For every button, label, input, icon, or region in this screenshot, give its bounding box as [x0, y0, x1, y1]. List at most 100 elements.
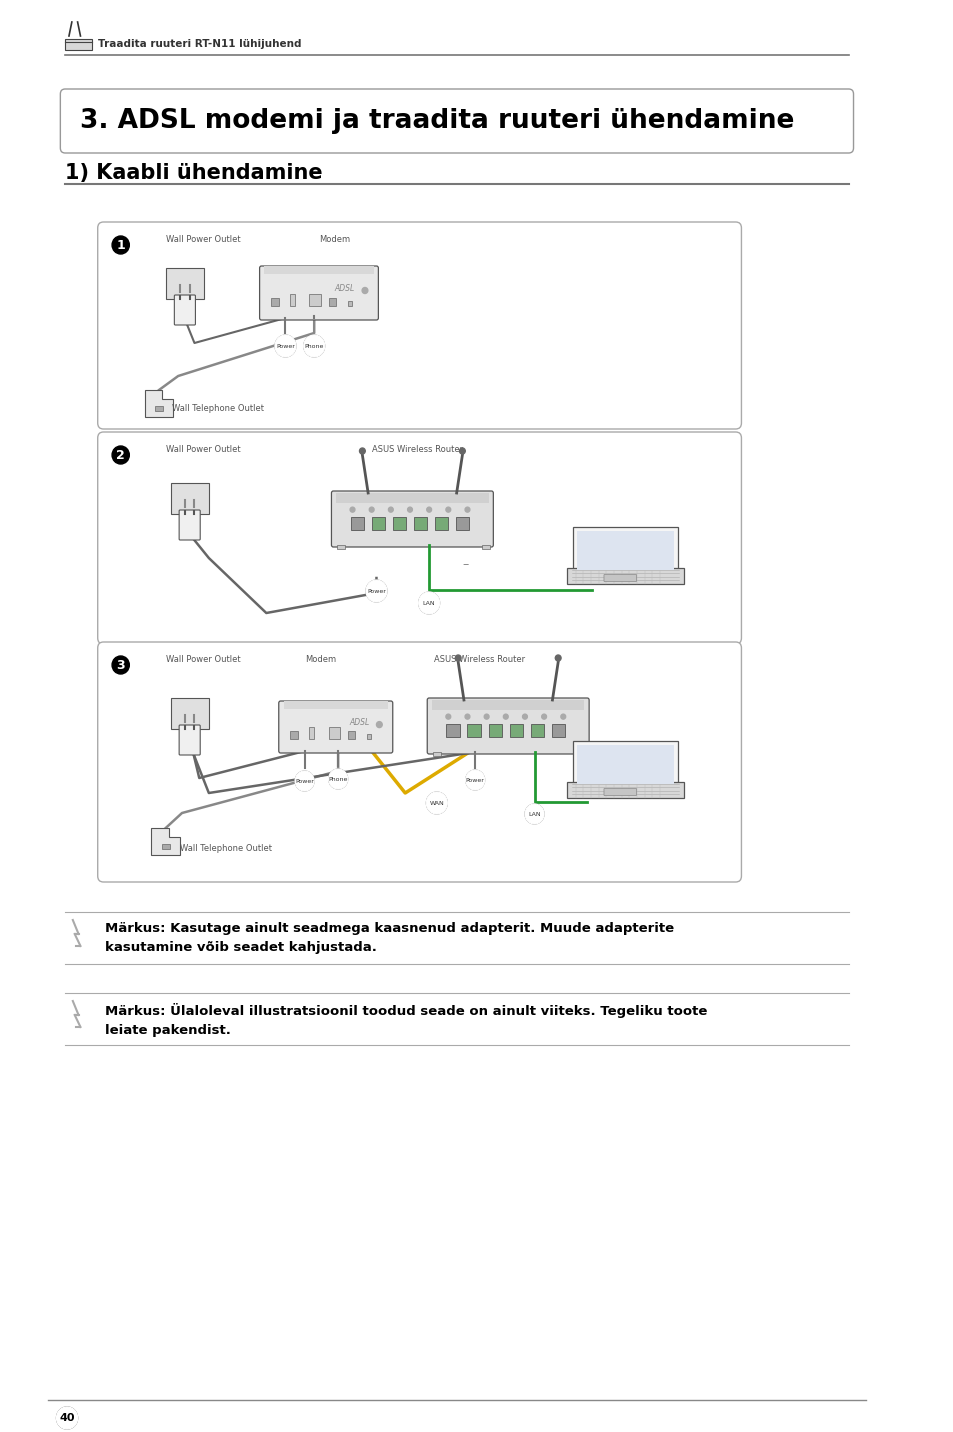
Text: Phone: Phone [328, 776, 348, 782]
FancyBboxPatch shape [60, 89, 853, 153]
Text: Power: Power [294, 779, 314, 783]
Bar [367, 735, 371, 739]
Bar [328, 727, 339, 739]
Circle shape [465, 507, 470, 513]
Text: ADSL: ADSL [334, 284, 354, 292]
Text: Wall Power Outlet: Wall Power Outlet [166, 445, 240, 454]
Text: Power: Power [465, 778, 484, 782]
FancyBboxPatch shape [603, 789, 636, 796]
Bar [328, 298, 335, 305]
Text: 1: 1 [116, 239, 125, 252]
Bar [435, 517, 448, 530]
Bar [347, 730, 355, 739]
Circle shape [426, 792, 447, 813]
Polygon shape [152, 828, 180, 855]
Bar [335, 493, 488, 503]
Text: Traadita ruuteri RT-N11 lühijuhend: Traadita ruuteri RT-N11 lühijuhend [97, 39, 301, 49]
Circle shape [418, 591, 439, 614]
Bar [309, 294, 320, 305]
Bar [271, 298, 278, 305]
Circle shape [555, 654, 560, 662]
FancyBboxPatch shape [97, 432, 740, 644]
Text: Wall Power Outlet: Wall Power Outlet [166, 654, 240, 664]
Circle shape [459, 448, 465, 454]
FancyBboxPatch shape [97, 222, 740, 430]
FancyBboxPatch shape [171, 697, 209, 729]
FancyBboxPatch shape [179, 510, 200, 540]
Circle shape [524, 803, 543, 823]
Circle shape [560, 715, 565, 719]
Bar [577, 752, 585, 756]
Circle shape [541, 715, 546, 719]
FancyBboxPatch shape [179, 725, 200, 755]
Bar [446, 725, 459, 737]
Text: –: – [462, 558, 469, 571]
Text: ADSL: ADSL [350, 717, 370, 726]
Text: Power: Power [275, 344, 294, 348]
Bar [309, 727, 314, 739]
FancyBboxPatch shape [603, 574, 636, 581]
Circle shape [328, 769, 347, 789]
Text: 3: 3 [116, 659, 125, 672]
Circle shape [274, 335, 295, 357]
FancyBboxPatch shape [278, 702, 393, 753]
Circle shape [465, 770, 484, 790]
Circle shape [303, 335, 324, 357]
Polygon shape [145, 390, 173, 417]
Circle shape [407, 507, 412, 513]
Bar [467, 725, 480, 737]
Text: LAN: LAN [422, 600, 435, 606]
Bar [509, 725, 522, 737]
Text: Märkus: Kasutage ainult seadmega kaasnenud adapterit. Muude adapterite
kasutamin: Märkus: Kasutage ainult seadmega kaasnen… [105, 922, 674, 954]
Bar [481, 546, 489, 548]
FancyBboxPatch shape [171, 483, 209, 514]
Text: 40: 40 [59, 1413, 74, 1423]
Text: ASUS Wireless Router: ASUS Wireless Router [372, 445, 462, 454]
Text: Modem: Modem [304, 654, 335, 664]
Circle shape [112, 236, 130, 253]
Bar [155, 407, 163, 411]
Bar [433, 752, 440, 756]
Text: 3. ADSL modemi ja traadita ruuteri ühendamine: 3. ADSL modemi ja traadita ruuteri ühend… [80, 107, 794, 135]
FancyBboxPatch shape [166, 268, 204, 299]
FancyBboxPatch shape [572, 742, 678, 788]
Circle shape [445, 507, 450, 513]
Text: 2: 2 [116, 448, 125, 461]
Circle shape [294, 770, 314, 790]
Text: WAN: WAN [429, 800, 444, 805]
Circle shape [455, 654, 460, 662]
Text: Power: Power [367, 589, 386, 593]
Bar [264, 266, 374, 274]
Circle shape [366, 580, 387, 601]
Bar [290, 294, 294, 305]
Circle shape [376, 722, 382, 727]
Bar [414, 517, 427, 530]
Circle shape [522, 715, 527, 719]
Bar [551, 725, 564, 737]
Circle shape [359, 448, 365, 454]
Circle shape [369, 507, 374, 513]
Circle shape [350, 507, 355, 513]
Bar [351, 517, 364, 530]
Text: Wall Telephone Outlet: Wall Telephone Outlet [172, 404, 264, 412]
Bar [530, 725, 543, 737]
FancyBboxPatch shape [65, 39, 91, 50]
Bar [432, 700, 584, 710]
Bar [456, 517, 469, 530]
FancyBboxPatch shape [566, 569, 683, 584]
Bar [393, 517, 406, 530]
FancyBboxPatch shape [174, 295, 195, 325]
Text: LAN: LAN [528, 812, 540, 816]
Text: Phone: Phone [304, 344, 324, 348]
Bar [576, 745, 674, 783]
Text: Wall Power Outlet: Wall Power Outlet [166, 235, 240, 243]
FancyBboxPatch shape [259, 266, 378, 319]
Bar [336, 546, 344, 548]
Circle shape [426, 507, 431, 513]
FancyBboxPatch shape [572, 527, 678, 574]
Text: Märkus: Ülaloleval illustratsioonil toodud seade on ainult viiteks. Tegeliku too: Märkus: Ülaloleval illustratsioonil tood… [105, 1002, 707, 1037]
Text: 1) Kaabli ühendamine: 1) Kaabli ühendamine [65, 163, 322, 183]
Circle shape [445, 715, 450, 719]
Circle shape [112, 445, 130, 464]
FancyBboxPatch shape [331, 491, 493, 547]
